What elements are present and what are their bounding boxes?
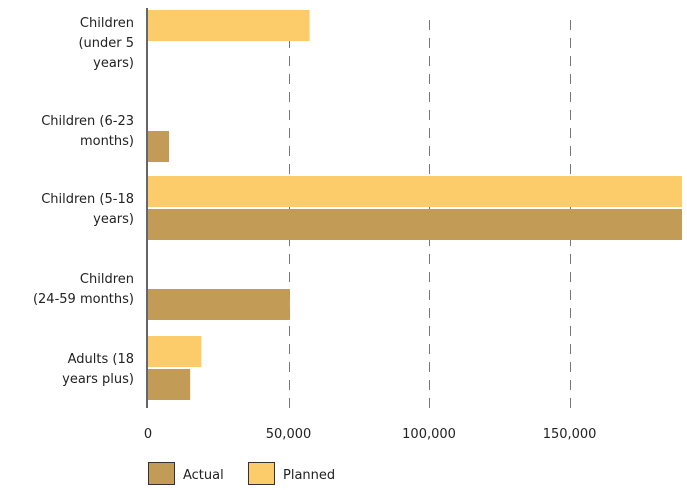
category-label-line: years): [93, 212, 134, 227]
legend-label-actual: Actual: [183, 468, 224, 483]
x-tick-label-3: 150,000: [543, 427, 597, 442]
category-label-3: Children (24-59 months): [33, 272, 134, 307]
category-label-1: Children (6-23 months): [41, 114, 134, 149]
bar-planned-0: [148, 10, 310, 41]
category-label-line: (24-59 months): [33, 292, 134, 307]
bar-actual-4: [148, 369, 191, 400]
category-label-0: Children (under 5 years): [78, 16, 134, 71]
legend: Actual Planned: [148, 462, 335, 485]
category-label-line: Children (5-18: [41, 192, 134, 207]
legend-swatch-actual: [148, 462, 175, 485]
category-label-line: Adults (18: [68, 352, 134, 367]
bar-planned-4: [148, 336, 202, 367]
category-label-line: Children: [80, 16, 134, 31]
category-label-line: Children (6-23: [41, 114, 134, 129]
bar-actual-1: [148, 131, 170, 162]
category-label-line: years): [93, 56, 134, 71]
category-label-2: Children (5-18 years): [41, 192, 134, 227]
bar-actual-3: [148, 289, 290, 320]
category-label-line: (under 5: [78, 36, 134, 51]
legend-label-planned: Planned: [283, 468, 335, 483]
category-label-line: months): [80, 134, 134, 149]
bar-planned-2: [148, 176, 682, 207]
bars: [148, 10, 682, 400]
x-tick-label-1: 50,000: [266, 427, 312, 442]
category-labels: Children (under 5 years) Children (6-23 mont…: [33, 16, 134, 387]
category-label-line: years plus): [62, 372, 134, 387]
bar-actual-2: [148, 209, 682, 240]
legend-swatch-planned: [248, 462, 275, 485]
x-tick-label-0: 0: [144, 427, 152, 442]
x-tick-label-2: 100,000: [402, 427, 456, 442]
category-label-line: Children: [80, 272, 134, 287]
x-tick-labels: 0 50,000 100,000 150,000: [144, 427, 597, 442]
category-label-4: Adults (18 years plus): [62, 352, 134, 387]
